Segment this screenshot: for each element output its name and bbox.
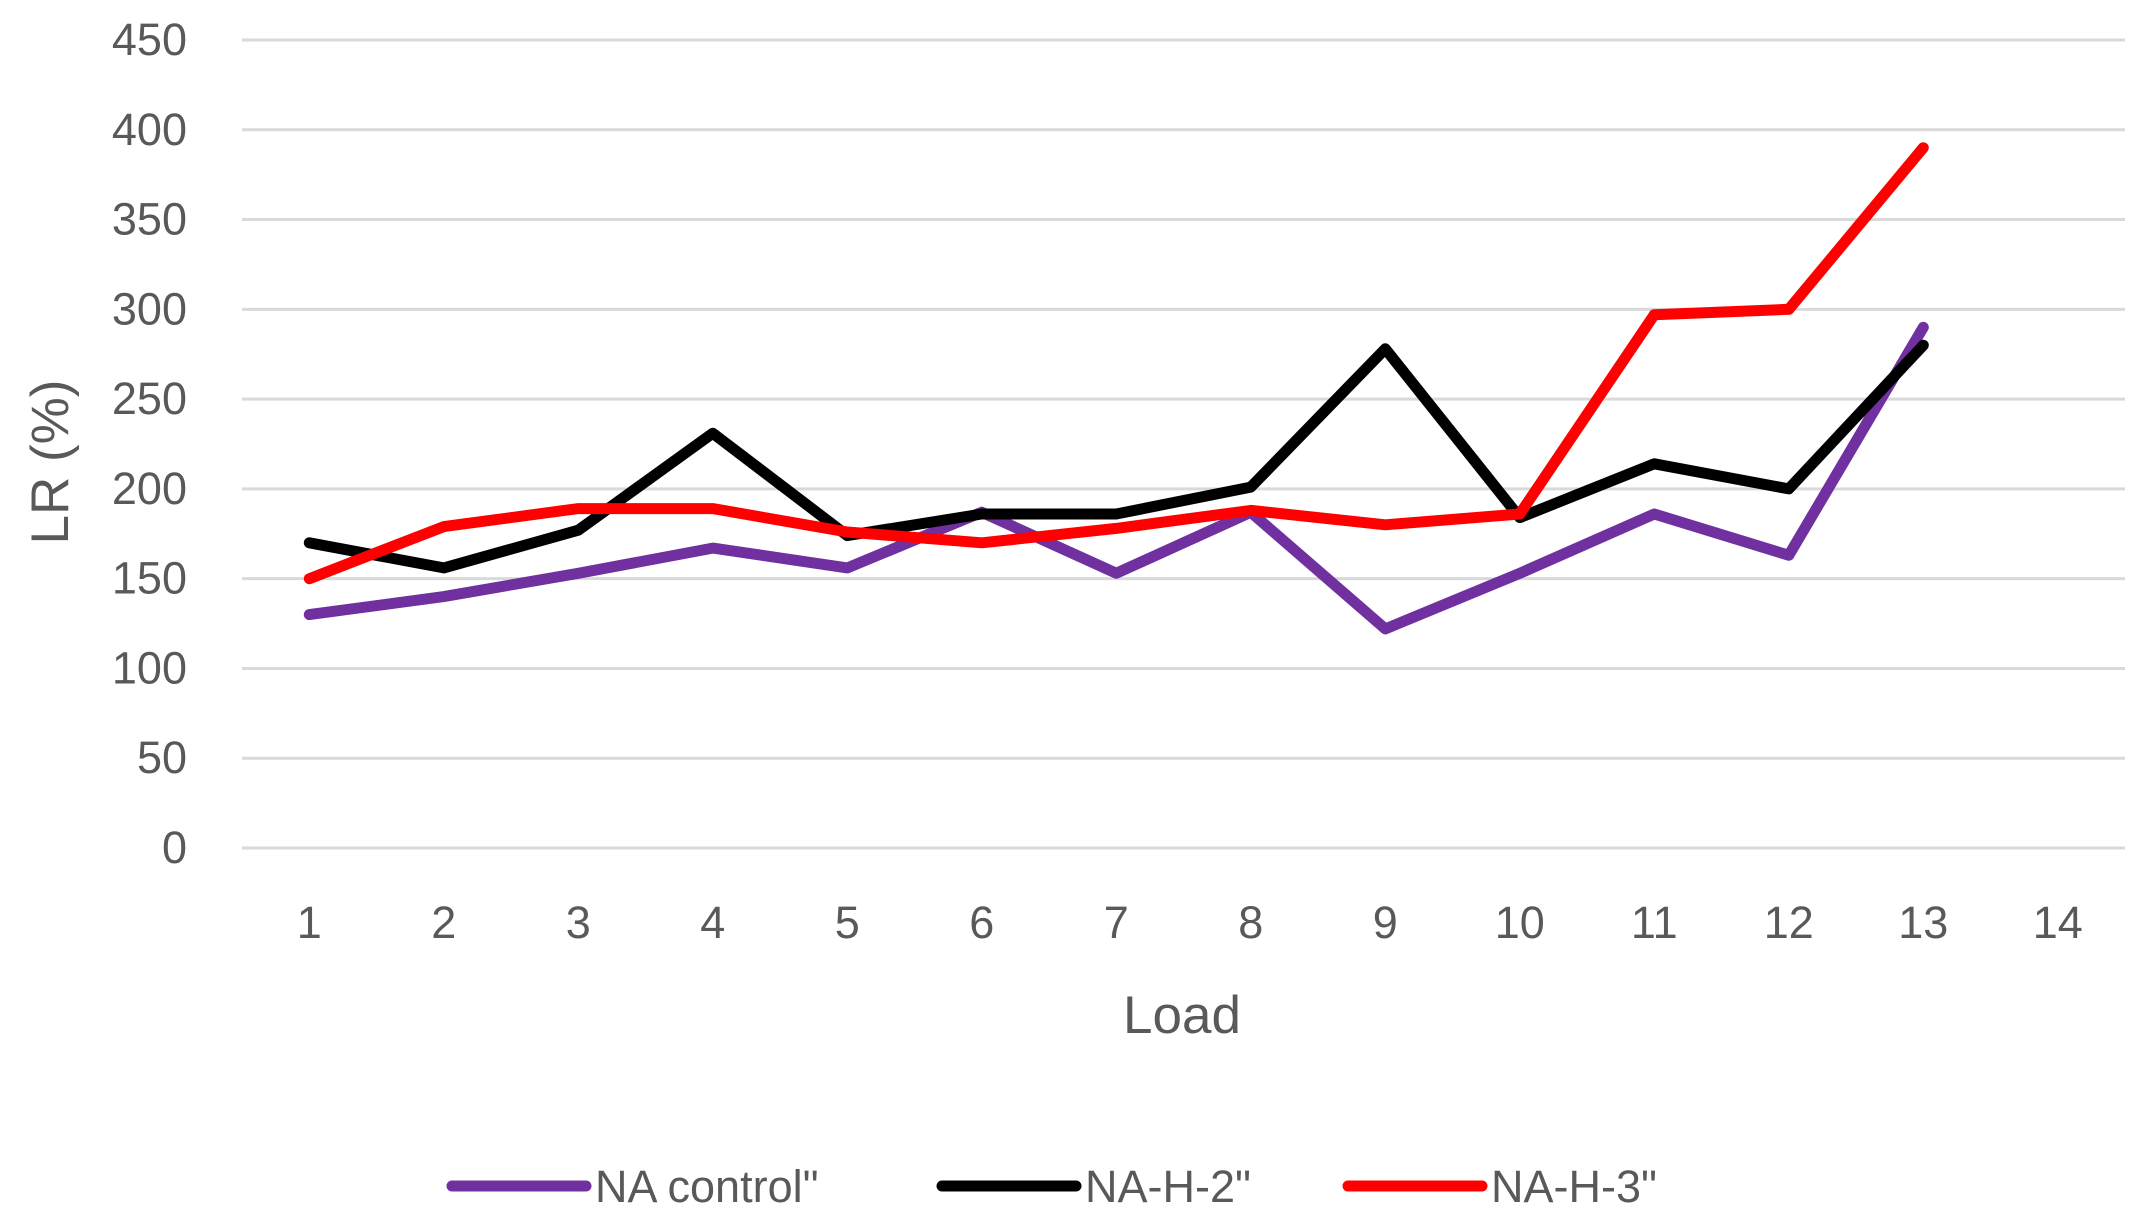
x-tick-label: 6 [969,897,994,948]
y-tick-label: 350 [112,194,187,245]
y-tick-label: 200 [112,463,187,514]
x-tick-label: 8 [1238,897,1263,948]
x-tick-label: 10 [1495,897,1545,948]
y-tick-label: 450 [112,14,187,65]
gridlines [242,38,2125,850]
y-tick-label: 300 [112,283,187,334]
x-axis-ticks: 1 2 3 4 5 6 7 8 9 10 11 12 13 14 [297,897,2083,948]
series-lines [303,142,1929,635]
x-tick-label: 2 [431,897,456,948]
x-tick-label: 14 [2033,897,2083,948]
y-tick-label: 250 [112,373,187,424]
series-line-3 [303,142,1929,585]
legend-label-1: NA control" [595,1161,819,1212]
x-tick-label: 3 [566,897,591,948]
x-tick-label: 1 [297,897,322,948]
y-tick-label: 150 [112,553,187,604]
y-tick-label: 100 [112,642,187,693]
series-line-1 [303,321,1929,635]
y-tick-label: 50 [137,732,187,783]
x-tick-label: 13 [1898,897,1948,948]
legend-label-3: NA-H-3" [1491,1161,1657,1212]
x-tick-label: 11 [1631,897,1678,948]
y-axis-ticks: 0 50 100 150 200 250 300 350 400 450 [112,14,187,873]
series-line-2 [303,339,1929,574]
x-axis-title: Load [1123,986,1241,1045]
x-tick-label: 7 [1104,897,1129,948]
y-tick-label: 400 [112,104,187,155]
x-tick-label: 5 [835,897,860,948]
y-axis-title: LR (%) [21,380,80,545]
y-tick-label: 0 [162,822,187,873]
legend: NA control" NA-H-2" NA-H-3" [446,1161,1657,1212]
x-tick-label: 4 [700,897,725,948]
x-tick-label: 12 [1764,897,1814,948]
x-tick-label: 9 [1373,897,1398,948]
legend-label-2: NA-H-2" [1085,1161,1251,1212]
